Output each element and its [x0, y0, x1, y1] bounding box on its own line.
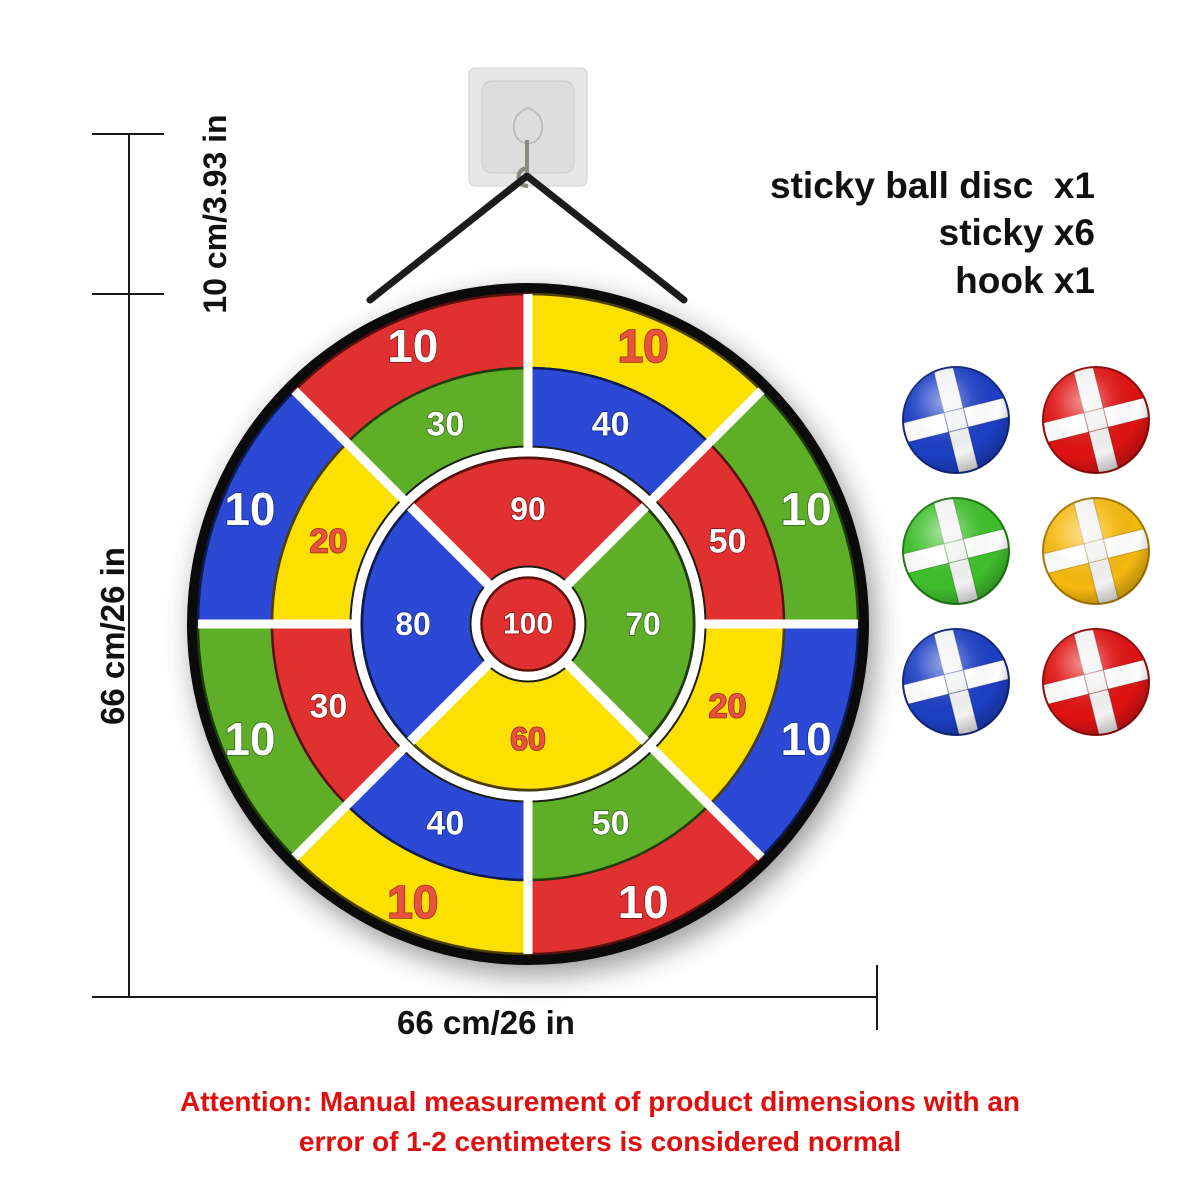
svg-text:60: 60 [510, 721, 546, 757]
svg-text:50: 50 [709, 522, 747, 560]
svg-text:80: 80 [395, 606, 431, 642]
svg-text:10: 10 [387, 876, 438, 928]
svg-text:10: 10 [781, 713, 832, 765]
svg-text:30: 30 [310, 688, 348, 726]
svg-text:66 cm/26 in: 66 cm/26 in [94, 547, 131, 725]
svg-text:10 cm/3.93 in: 10 cm/3.93 in [197, 114, 233, 313]
svg-text:40: 40 [426, 805, 464, 843]
svg-text:66 cm/26 in: 66 cm/26 in [397, 1004, 575, 1041]
svg-text:10: 10 [618, 320, 669, 372]
svg-text:10: 10 [618, 876, 669, 928]
svg-text:10: 10 [387, 320, 438, 372]
svg-text:70: 70 [625, 606, 661, 642]
svg-text:90: 90 [510, 491, 546, 527]
svg-text:30: 30 [426, 405, 464, 443]
svg-text:20: 20 [310, 522, 348, 560]
svg-text:50: 50 [592, 805, 630, 843]
svg-text:20: 20 [709, 688, 747, 726]
svg-text:40: 40 [592, 405, 630, 443]
svg-text:10: 10 [781, 483, 832, 535]
svg-text:100: 100 [503, 608, 553, 641]
svg-text:10: 10 [224, 483, 275, 535]
svg-text:10: 10 [224, 713, 275, 765]
